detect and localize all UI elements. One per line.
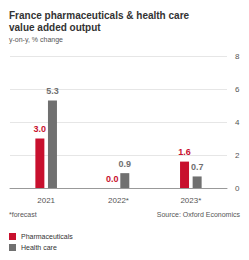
svg-text:y-on-y, % change: y-on-y, % change xyxy=(9,36,63,44)
svg-text:1.6: 1.6 xyxy=(178,147,191,157)
svg-text:Pharmaceuticals: Pharmaceuticals xyxy=(21,233,73,240)
svg-text:3.0: 3.0 xyxy=(34,124,47,134)
svg-text:2021: 2021 xyxy=(37,196,55,205)
svg-text:value added output: value added output xyxy=(9,22,101,33)
svg-text:Source: Oxford Economics: Source: Oxford Economics xyxy=(157,211,241,218)
svg-text:France pharmaceuticals & healt: France pharmaceuticals & health care xyxy=(9,10,192,21)
svg-text:8: 8 xyxy=(235,52,240,61)
svg-text:0.7: 0.7 xyxy=(191,162,204,172)
svg-text:2: 2 xyxy=(235,151,240,160)
svg-text:4: 4 xyxy=(235,118,240,127)
svg-text:0.9: 0.9 xyxy=(119,159,132,169)
svg-text:Health care: Health care xyxy=(21,244,57,251)
svg-text:0.0: 0.0 xyxy=(106,174,119,184)
svg-text:5.3: 5.3 xyxy=(46,86,59,96)
svg-text:2022*: 2022* xyxy=(108,196,129,205)
svg-text:0: 0 xyxy=(235,184,240,193)
svg-text:2023*: 2023* xyxy=(180,196,201,205)
svg-text:*forecast: *forecast xyxy=(9,211,37,218)
svg-text:6: 6 xyxy=(235,85,240,94)
